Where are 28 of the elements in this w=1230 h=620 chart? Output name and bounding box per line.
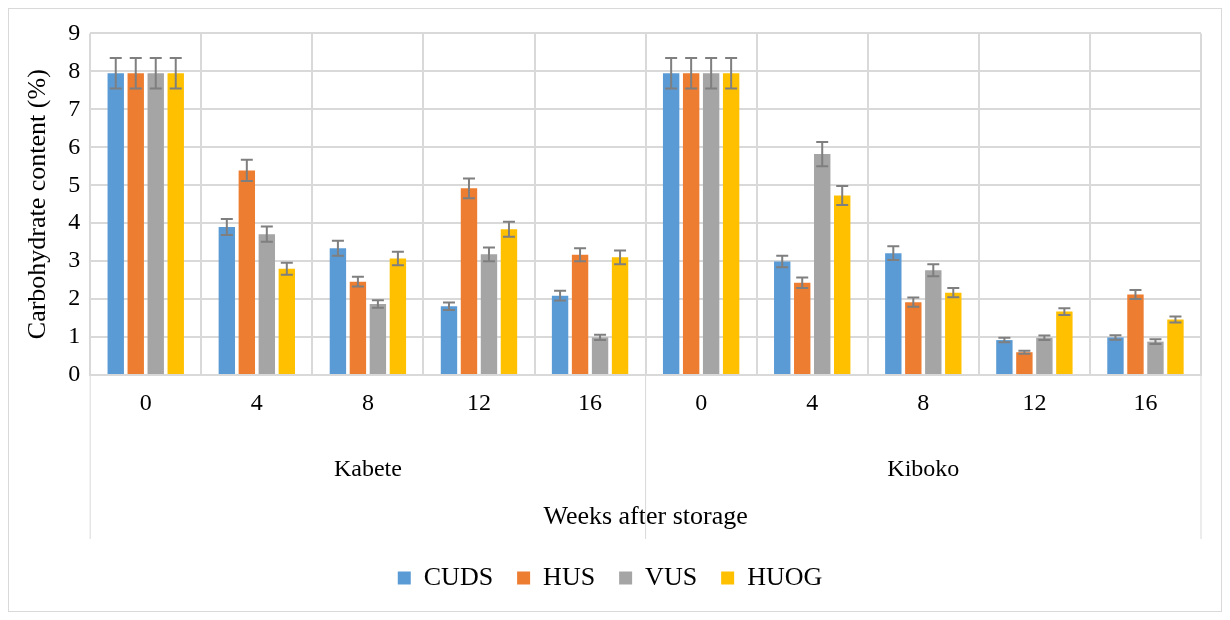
x-tick-label: 0 — [695, 388, 708, 415]
y-tick-label: 3 — [68, 246, 81, 273]
legend-label: VUS — [645, 561, 698, 591]
legend-label: HUOG — [747, 561, 823, 591]
x-tick-label: 16 — [578, 388, 603, 415]
y-tick-label: 7 — [68, 94, 81, 121]
y-tick-label: 2 — [68, 284, 81, 311]
legend-label: CUDS — [423, 561, 494, 591]
x-tick-label: 4 — [806, 388, 819, 415]
x-tick-label: 0 — [139, 388, 152, 415]
x-tick-label: 12 — [1022, 388, 1047, 415]
y-axis-title: Carbohydrate content (%) — [22, 69, 52, 340]
y-tick-label: 9 — [68, 18, 81, 45]
y-tick-label: 0 — [68, 360, 81, 387]
x-tick-label: 16 — [1133, 388, 1158, 415]
y-tick-label: 1 — [68, 322, 81, 349]
x-tick-label: 4 — [250, 388, 263, 415]
x-tick-label: 8 — [917, 388, 930, 415]
x-tick-label: 12 — [466, 388, 491, 415]
y-tick-label: 5 — [68, 170, 81, 197]
text: Kabete — [333, 455, 402, 482]
y-tick-label: 4 — [68, 208, 81, 235]
legend-label: HUS — [543, 561, 596, 591]
x-tick-label: 8 — [361, 388, 374, 415]
y-tick-label: 8 — [68, 56, 81, 83]
x-axis-title: Weeks after storage — [543, 501, 748, 531]
y-tick-label: 6 — [68, 132, 81, 159]
text: Kiboko — [887, 455, 960, 482]
